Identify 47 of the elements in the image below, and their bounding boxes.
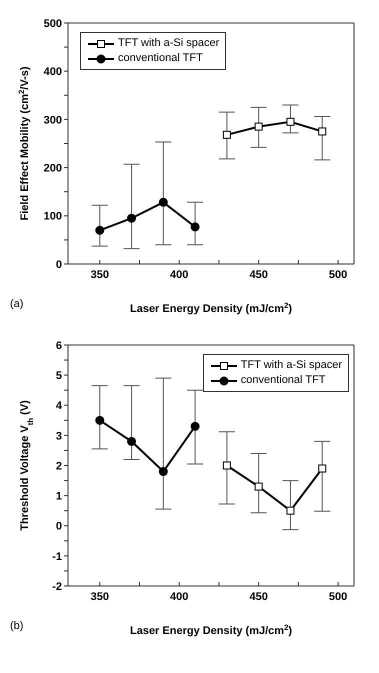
x-tick-label: 400 bbox=[170, 590, 188, 603]
x-tick-label: 350 bbox=[90, 268, 109, 281]
point bbox=[127, 436, 136, 446]
x-tick-label: 500 bbox=[328, 268, 348, 281]
point bbox=[222, 462, 231, 470]
y-tick-label: -2 bbox=[52, 580, 62, 593]
point bbox=[158, 467, 168, 476]
y-tick-label: 100 bbox=[44, 210, 62, 223]
legend-label: TFT with a-Si spacer bbox=[240, 358, 342, 373]
legend-label: conventional TFT bbox=[118, 51, 203, 66]
y-tick-label: 0 bbox=[56, 520, 62, 533]
x-axis-title: Laser Energy Density (mJ/cm$^{2}$) bbox=[130, 622, 292, 637]
point bbox=[190, 222, 200, 232]
text: (b) bbox=[10, 620, 24, 632]
legend-label: conventional TFT bbox=[240, 373, 326, 388]
point bbox=[254, 482, 263, 491]
x-tick-label: 450 bbox=[249, 268, 268, 281]
x-tick-label: 450 bbox=[249, 590, 268, 603]
text: (a) bbox=[10, 298, 24, 310]
point bbox=[318, 127, 326, 136]
point bbox=[222, 130, 231, 139]
y-tick-label: 6 bbox=[56, 340, 62, 352]
x-tick-label: 350 bbox=[90, 590, 109, 603]
y-tick-label: 400 bbox=[44, 66, 62, 78]
x-tick-label: 500 bbox=[328, 590, 348, 603]
y-tick-label: 1 bbox=[56, 490, 62, 503]
y-tick-label: -1 bbox=[52, 550, 62, 563]
point bbox=[190, 422, 200, 431]
x-tick-label: 400 bbox=[170, 268, 188, 281]
point bbox=[127, 214, 136, 223]
y-tick-label: 3 bbox=[56, 430, 62, 442]
legend-label: TFT with a-Si spacer bbox=[118, 36, 220, 51]
point bbox=[286, 506, 294, 515]
x-axis-title: Laser Energy Density (mJ/cm$^{2}$) bbox=[130, 300, 292, 315]
y-tick-label: 200 bbox=[44, 162, 62, 175]
y-tick-label: 500 bbox=[44, 18, 62, 30]
point bbox=[254, 122, 263, 131]
y-tick-label: 300 bbox=[44, 114, 62, 126]
y-tick-label: 2 bbox=[56, 460, 62, 472]
point bbox=[318, 464, 326, 473]
point bbox=[158, 198, 168, 207]
y-tick-label: 4 bbox=[56, 400, 63, 412]
y-tick-label: 0 bbox=[56, 258, 62, 271]
point bbox=[95, 416, 104, 425]
point bbox=[286, 118, 294, 126]
point bbox=[95, 226, 104, 235]
y-tick-label: 5 bbox=[56, 370, 62, 382]
